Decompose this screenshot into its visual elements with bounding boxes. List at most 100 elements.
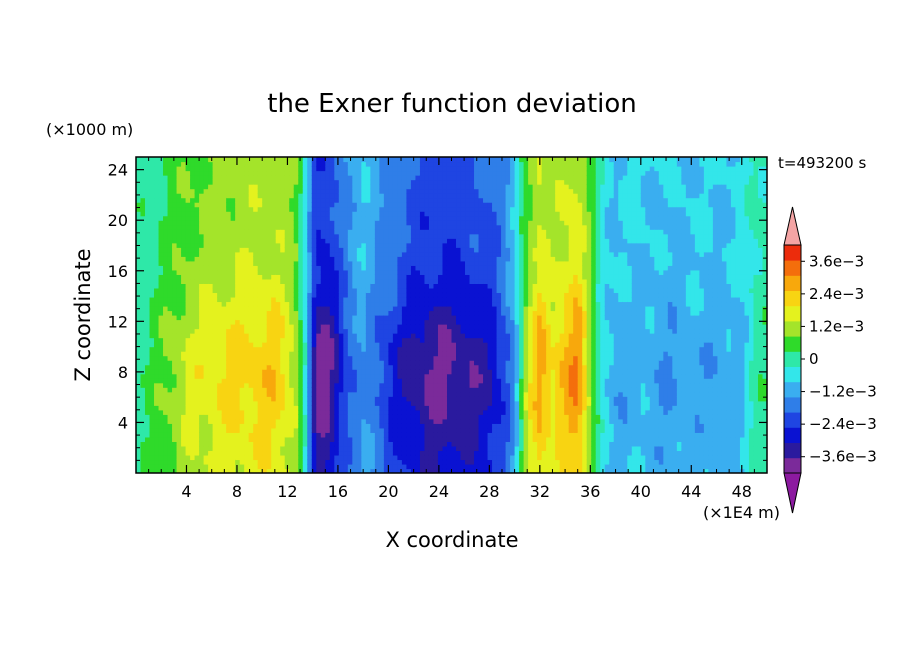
field-cell: [262, 296, 268, 303]
field-cell: [217, 256, 223, 262]
field-cell: [199, 242, 205, 248]
field-cell: [163, 387, 169, 393]
field-cell: [266, 202, 272, 208]
field-cell: [181, 324, 187, 330]
field-cell: [298, 251, 304, 257]
field-cell: [253, 409, 259, 415]
field-cell: [356, 233, 362, 239]
field-cell: [149, 360, 155, 366]
field-cell: [437, 269, 444, 275]
field-cell: [392, 193, 399, 199]
field-cell: [365, 256, 371, 262]
field-cell: [406, 441, 412, 447]
field-cell: [451, 215, 457, 221]
field-cell: [253, 283, 259, 289]
field-cell: [361, 215, 367, 221]
field-cell: [437, 283, 444, 289]
field-cell: [397, 157, 403, 163]
field-cell: [410, 193, 417, 199]
field-cell: [239, 459, 245, 465]
field-cell: [145, 305, 151, 312]
field-cell: [365, 292, 371, 298]
field-cell: [446, 296, 453, 303]
field-cell: [320, 256, 326, 262]
field-cell: [212, 342, 218, 348]
field-cell: [257, 296, 263, 303]
field-cell: [370, 319, 376, 325]
field-cell: [230, 193, 236, 199]
field-cell: [428, 355, 435, 361]
field-cell: [365, 283, 371, 289]
field-cell: [145, 283, 151, 289]
field-cell: [343, 337, 349, 343]
field-cell: [140, 170, 146, 176]
field-cell: [302, 328, 308, 334]
field-cell: [185, 229, 191, 235]
field-cell: [181, 197, 187, 203]
field-cell: [275, 193, 281, 199]
field-cell: [415, 193, 421, 199]
field-cell: [194, 459, 200, 465]
field-cell: [343, 342, 349, 348]
field-cell: [235, 188, 241, 194]
field-cell: [415, 247, 421, 253]
field-cell: [451, 409, 457, 415]
field-cell: [275, 355, 281, 361]
field-cell: [347, 333, 353, 339]
field-cell: [239, 175, 245, 181]
field-cell: [397, 175, 403, 181]
field-cell: [356, 184, 362, 190]
field-cell: [253, 369, 259, 375]
field-cell: [320, 310, 326, 316]
field-cell: [433, 333, 439, 339]
field-cell: [433, 315, 439, 321]
field-cell: [172, 220, 178, 226]
field-cell: [271, 319, 277, 325]
field-cell: [158, 256, 164, 262]
field-cell: [379, 360, 385, 366]
field-cell: [203, 414, 209, 420]
field-cell: [203, 296, 209, 303]
field-cell: [334, 450, 340, 456]
field-cell: [181, 310, 187, 316]
field-cell: [302, 184, 308, 190]
field-cell: [280, 468, 286, 473]
field-cell: [356, 337, 362, 343]
field-cell: [203, 247, 209, 253]
field-cell: [419, 247, 426, 253]
field-cell: [280, 337, 286, 343]
field-cell: [203, 287, 209, 294]
field-cell: [284, 301, 290, 307]
field-cell: [433, 369, 439, 375]
field-cell: [325, 396, 331, 402]
field-cell: [347, 463, 353, 470]
field-cell: [446, 265, 453, 271]
field-cell: [347, 328, 353, 334]
field-cell: [280, 333, 286, 339]
field-cell: [163, 247, 169, 253]
field-cell: [185, 256, 191, 262]
field-cell: [239, 391, 245, 397]
field-cell: [415, 369, 421, 375]
field-cell: [194, 315, 200, 321]
field-cell: [388, 251, 394, 257]
field-cell: [190, 220, 196, 226]
y-unit-label: (×1000 m): [46, 120, 133, 139]
field-cell: [190, 278, 196, 284]
field-cell: [280, 364, 286, 370]
field-cell: [275, 373, 281, 379]
field-cell: [185, 211, 191, 217]
field-cell: [347, 287, 353, 294]
field-cell: [361, 436, 367, 442]
field-cell: [221, 166, 227, 172]
field-cell: [419, 206, 426, 212]
field-cell: [343, 269, 349, 275]
field-cell: [158, 247, 164, 253]
field-cell: [424, 287, 430, 294]
field-cell: [446, 305, 453, 312]
field-cell: [289, 387, 295, 393]
field-cell: [374, 436, 380, 442]
field-cell: [410, 432, 417, 438]
field-cell: [266, 238, 272, 244]
field-cell: [365, 355, 371, 361]
